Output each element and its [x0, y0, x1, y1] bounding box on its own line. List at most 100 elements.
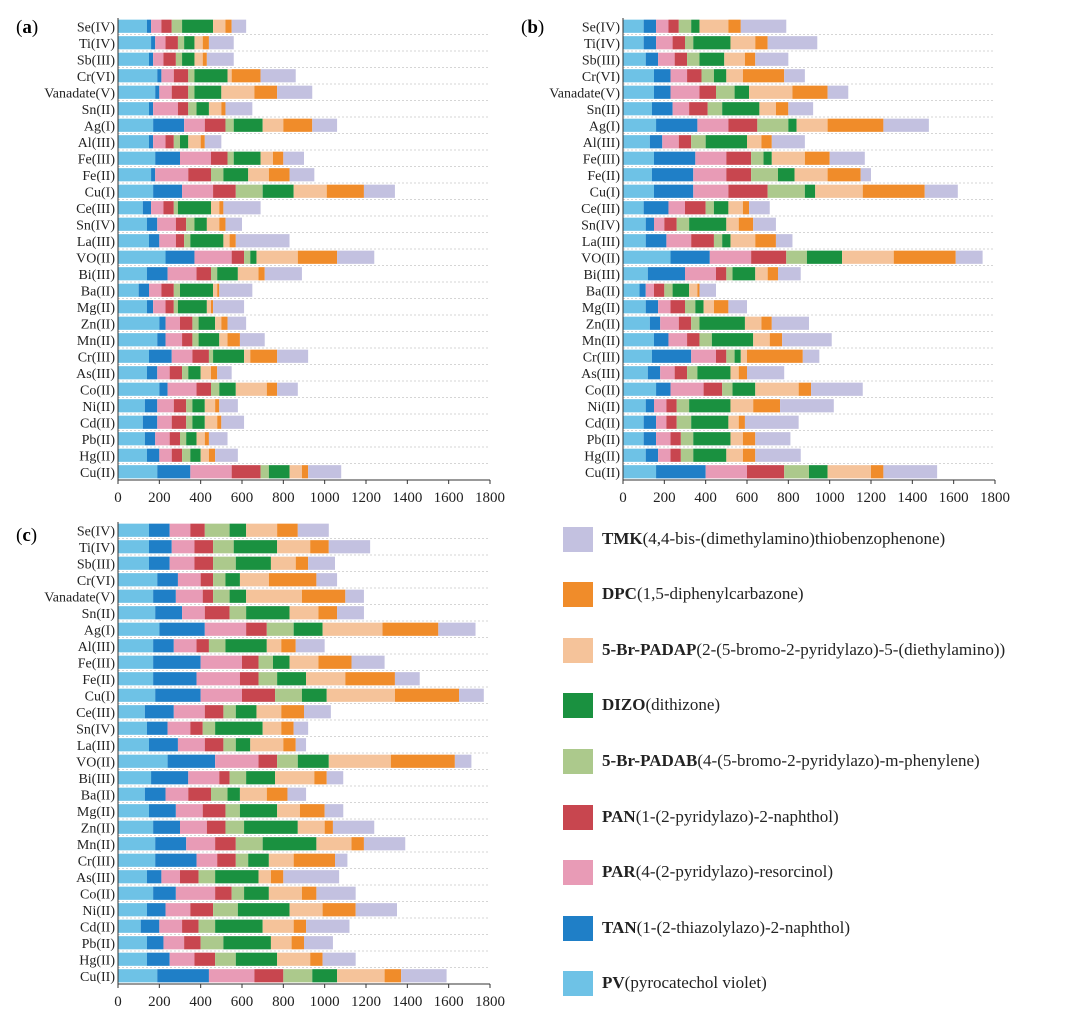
category-label-sn-ii: Sn(II): [82, 103, 116, 118]
bar-segment-pan-cu-i: [213, 184, 236, 198]
bar-segment-dizo-ce-iii: [713, 201, 729, 215]
bar-segment-par-cd-ii: [159, 919, 183, 933]
bar-segment-par-co-ii: [670, 382, 704, 396]
bar-segment-pan-sb-iii: [194, 556, 214, 570]
bar-segment-tan-fe-iii: [153, 655, 201, 669]
bar-segment-5-br-padap-mg-ii: [206, 300, 211, 314]
bar-segment-5-br-padap-se-iv: [699, 19, 729, 33]
bar-segment-5-br-padap-fe-iii: [771, 151, 805, 165]
category-label-cu-ii: Cu(II): [80, 970, 115, 985]
bar-segment-pan-al-iii: [165, 135, 174, 149]
bar-segment-5-br-padap-al-iii: [747, 135, 762, 149]
bar-segment-par-ba-ii: [165, 787, 189, 801]
bar-segment-dpc-al-iii: [281, 639, 296, 653]
bar-segment-dpc-ti-iv: [202, 36, 209, 50]
bar-segment-5-br-padap-mg-ii: [277, 804, 300, 818]
bar-segment-tan-se-iv: [149, 523, 170, 537]
bar-segment-pv-cr-vi: [118, 69, 158, 83]
bar-segment-5-br-padab-mg-ii: [173, 300, 178, 314]
bar-segment-5-br-padab-ba-ii: [664, 283, 673, 297]
bar-segment-5-br-padab-sn-ii: [229, 606, 247, 620]
bar-segment-5-br-padap-cr-vi: [227, 69, 232, 83]
bar-segment-par-mn-ii: [668, 333, 688, 347]
bar-segment-5-br-padap-cu-ii: [337, 969, 385, 983]
bar-segment-tan-sn-iv: [146, 217, 158, 231]
bar-segment-pan-ni-ii: [190, 903, 214, 917]
legend-item-dpc: DPC(1,5-diphenylcarbazone): [563, 579, 804, 609]
bar-segment-5-br-padab-hg-ii: [680, 448, 694, 462]
bar-segment-pv-al-iii: [118, 639, 154, 653]
bar-segment-dpc-mg-ii: [299, 804, 325, 818]
bar-segment-tmk-as-iii: [747, 366, 785, 380]
bar-segment-par-sb-iii: [169, 556, 195, 570]
x-tick-label: 1600: [939, 490, 969, 506]
bar-segment-dpc-as-iii: [211, 366, 218, 380]
bar-segment-5-br-padab-zn-ii: [225, 820, 245, 834]
legend-desc-pan: (1-(2-pyridylazo)-2-naphthol): [635, 807, 839, 826]
bar-segment-tan-cd-ii: [142, 415, 158, 429]
bar-segment-tan-ti-iv: [149, 540, 172, 554]
category-label-hg-ii: Hg(II): [79, 953, 115, 968]
category-label-cu-ii: Cu(II): [80, 466, 115, 481]
bar-segment-pan-sn-ii: [204, 606, 230, 620]
bar-segment-pan-zn-ii: [678, 316, 692, 330]
legend-swatch-pv: [563, 970, 593, 996]
category-label-fe-iii: Fe(III): [583, 152, 621, 167]
bar-segment-5-br-padap-as-iii: [258, 870, 271, 884]
bar-segment-5-br-padap-vanadate-v: [221, 85, 255, 99]
category-label-cu-i: Cu(I): [590, 185, 621, 200]
bar-segment-par-ni-ii: [157, 399, 174, 413]
bar-segment-5-br-padab-zn-ii: [691, 316, 700, 330]
chart-panel-c: (c) Se(IV) Ti(IV)Sb(III) Cr(VI)Vanadate(V) S…: [16, 522, 505, 1010]
bar-segment-dizo-ag-i: [788, 118, 797, 132]
bar-segment-tan-sn-iv: [146, 721, 168, 735]
bar-segment-5-br-padab-co-ii: [211, 382, 220, 396]
legend-item-pv: PV(pyrocatechol violet): [563, 968, 767, 998]
bar-segment-par-mn-ii: [165, 333, 183, 347]
bar-segment-dpc-cu-i: [394, 688, 459, 702]
bar-segment-dpc-zn-ii: [761, 316, 772, 330]
bar-segment-pv-se-iv: [118, 523, 149, 537]
bar-segment-pv-al-iii: [118, 135, 149, 149]
category-label-sb-iii: Sb(III): [77, 557, 115, 572]
bar-segment-tan-vo-ii: [165, 250, 195, 264]
chart-panel-b: (b) Se(IV) Ti(IV)Sb(III) Cr(VI)Vanadate(V) S…: [521, 17, 1010, 506]
bar-segment-tan-cu-ii: [656, 465, 706, 479]
bar-segment-par-fe-iii: [180, 151, 211, 165]
bar-segment-tmk-ce-iii: [304, 705, 331, 719]
bar-segment-tan-bi-iii: [146, 267, 168, 281]
bar-segment-pv-ce-iii: [118, 201, 143, 215]
category-label-cu-i: Cu(I): [85, 185, 116, 200]
bar-segment-pv-fe-iii: [118, 151, 156, 165]
bar-segment-dpc-cu-ii: [301, 465, 309, 479]
bar-segment-par-pb-ii: [163, 936, 185, 950]
legend-item-tan: TAN(1-(2-thiazolylazo)-2-naphthol): [563, 913, 850, 943]
bar-segment-5-br-padap-zn-ii: [215, 316, 222, 330]
bar-segment-tan-co-ii: [153, 886, 176, 900]
bar-segment-pan-ti-iv: [194, 540, 214, 554]
bar-segment-pan-sb-iii: [674, 52, 688, 66]
bar-segment-tmk-mn-ii: [782, 333, 832, 347]
bar-segment-5-br-padap-cr-iii: [244, 349, 251, 363]
bar-segment-5-br-padab-vo-ii: [786, 250, 807, 264]
bar-segment-pan-cr-vi: [200, 573, 214, 587]
bar-segment-dpc-co-ii: [301, 886, 317, 900]
bar-segment-5-br-padap-fe-ii: [306, 672, 346, 686]
bar-segment-tmk-cu-i: [459, 688, 484, 702]
x-tick-label: 1600: [434, 994, 464, 1010]
legend-abbr-tmk: TMK: [602, 529, 643, 548]
bar-segment-par-cu-ii: [208, 969, 255, 983]
x-tick-label: 400: [694, 490, 717, 506]
bar-segment-5-br-padab-al-iii: [173, 135, 180, 149]
category-label-la-iii: La(III): [77, 739, 115, 754]
bar-segment-tan-vo-ii: [670, 250, 710, 264]
bar-segment-tmk-se-iv: [740, 19, 787, 33]
bar-segment-pv-la-iii: [118, 738, 149, 752]
chart-panel-a: (a) Se(IV) Ti(IV)Sb(III) Cr(VI)Vanadate(V) S…: [16, 17, 505, 506]
bar-segment-tmk-hg-ii: [755, 448, 801, 462]
bar-segment-pan-se-iv: [190, 523, 205, 537]
legend-abbr-5-br-padab: 5-Br-PADAB: [602, 751, 698, 770]
bar-segment-dpc-fe-ii: [827, 168, 861, 182]
bar-segment-dizo-se-iv: [229, 523, 247, 537]
bar-segment-5-br-padab-cr-vi: [213, 573, 226, 587]
